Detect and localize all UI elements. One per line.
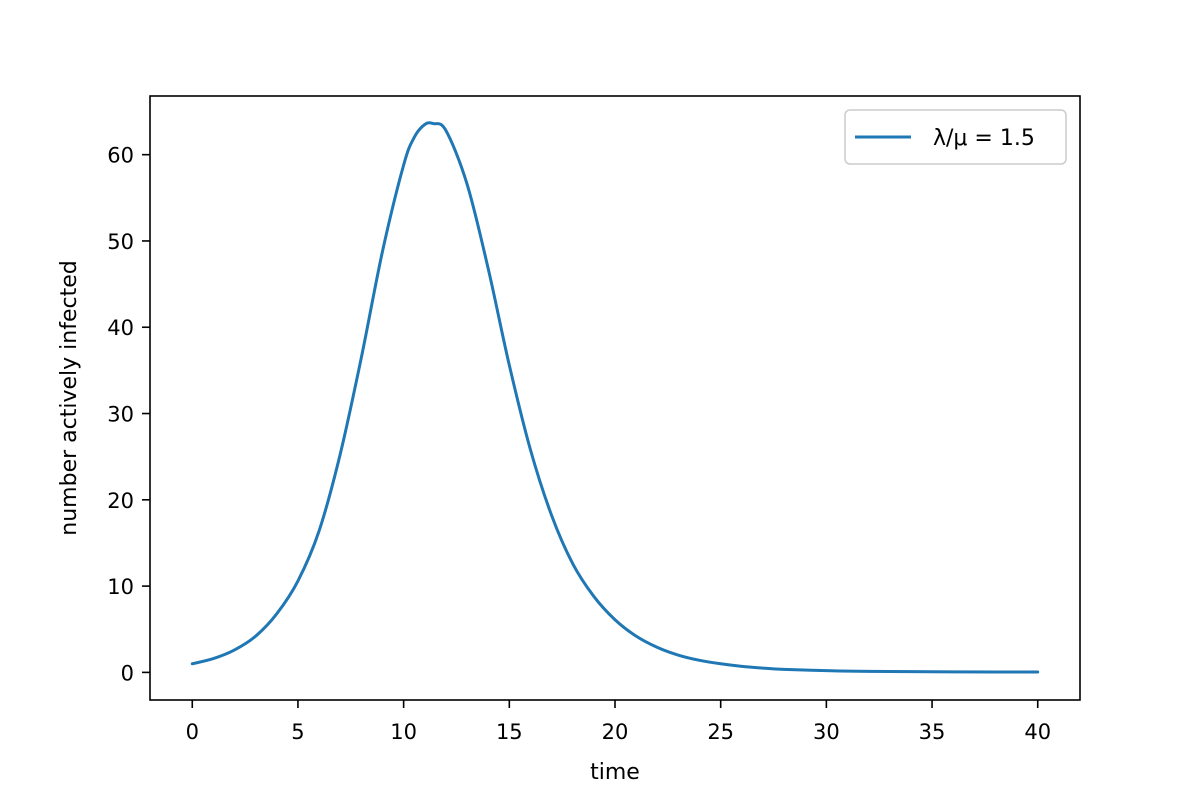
- legend: λ/μ = 1.5: [844, 109, 1067, 165]
- x-tick-label: 40: [1024, 720, 1051, 744]
- y-axis: 0 10 20 30 40 50 60: [107, 144, 150, 685]
- x-tick-label: 20: [602, 720, 629, 744]
- x-tick-label: 10: [390, 720, 417, 744]
- x-tick-label: 15: [496, 720, 523, 744]
- legend-box: [844, 109, 1067, 165]
- legend-label: λ/μ = 1.5: [933, 126, 1035, 151]
- plot-area: 0 5 10 15 20 25 30 35 40 0 10 20 30 40 50 60: [107, 95, 1081, 744]
- y-tick-label: 60: [107, 144, 134, 168]
- y-tick-label: 30: [107, 403, 134, 427]
- x-axis: 0 5 10 15 20 25 30 35 40: [186, 700, 1051, 744]
- y-tick-label: 40: [107, 316, 134, 340]
- y-tick-label: 50: [107, 230, 134, 254]
- x-tick-label: 5: [291, 720, 304, 744]
- x-tick-label: 25: [707, 720, 734, 744]
- y-tick-label: 10: [107, 575, 134, 599]
- x-tick-label: 30: [813, 720, 840, 744]
- y-tick-label: 20: [107, 489, 134, 513]
- y-axis-label: number actively infected: [57, 260, 82, 535]
- x-tick-label: 35: [919, 720, 946, 744]
- y-tick-label: 0: [121, 661, 134, 685]
- x-axis-label: time: [590, 760, 640, 785]
- series-line: [190, 121, 1040, 674]
- x-tick-label: 0: [186, 720, 199, 744]
